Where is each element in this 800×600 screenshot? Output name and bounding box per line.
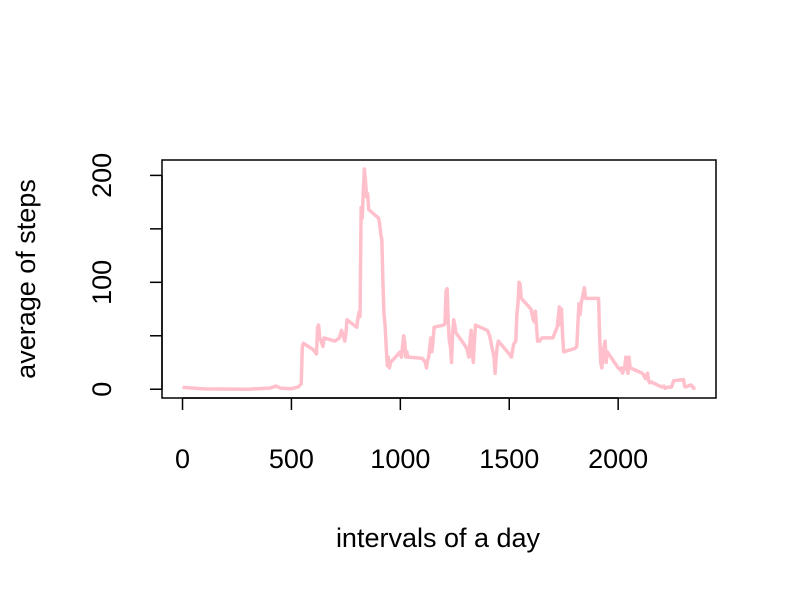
plot-frame — [161, 159, 717, 399]
x-tick-label: 0 — [175, 444, 190, 474]
x-tick-label: 1000 — [370, 444, 430, 474]
y-tick-label: 0 — [87, 382, 117, 397]
y-axis-label: average of steps — [11, 179, 41, 379]
x-tick-label: 1500 — [479, 444, 539, 474]
y-tick-label: 200 — [87, 153, 117, 198]
x-tick-label: 2000 — [588, 444, 648, 474]
x-axis-label: intervals of a day — [336, 523, 541, 553]
x-tick-label: 500 — [269, 444, 314, 474]
y-tick-label: 100 — [87, 260, 117, 305]
data-line — [182, 167, 697, 391]
